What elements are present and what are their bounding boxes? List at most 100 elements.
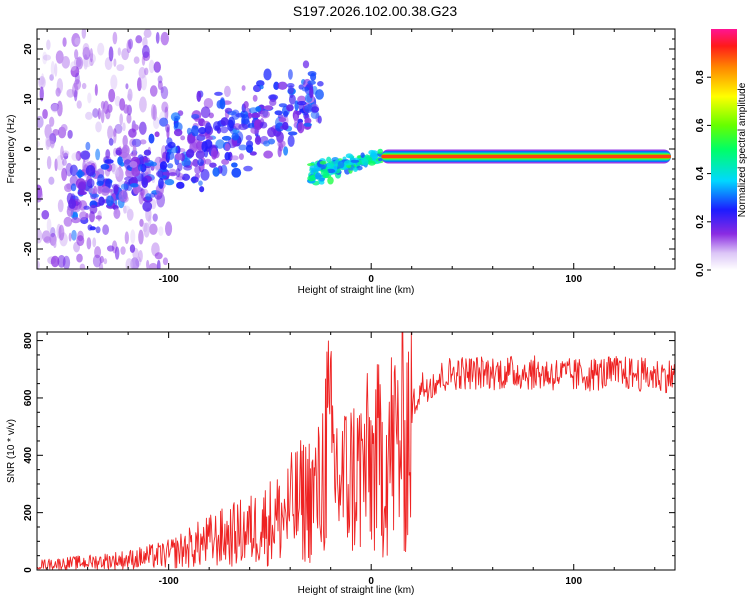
- spectral-blob: [145, 193, 152, 201]
- snr-y-axis: 0 200 400 600 800: [23, 332, 675, 573]
- spectral-blob: [61, 56, 70, 69]
- spectral-blob: [85, 164, 96, 177]
- spectral-blob: [318, 177, 325, 182]
- spectral-blob: [214, 91, 223, 96]
- spectral-blob: [309, 87, 314, 99]
- spectral-blob: [73, 79, 82, 91]
- spectral-blob: [50, 102, 60, 112]
- spectral-blob: [105, 149, 111, 159]
- spectral-blob: [98, 261, 104, 269]
- spectral-blob: [49, 116, 55, 127]
- spectral-blob: [176, 181, 185, 189]
- spectral-blob: [164, 221, 173, 237]
- spectral-blob: [277, 146, 282, 158]
- spectral-blob: [103, 258, 108, 265]
- spectral-blob: [89, 48, 94, 63]
- spectral-blob: [85, 111, 93, 120]
- spectral-blob: [45, 134, 51, 150]
- spectral-blob: [56, 223, 62, 239]
- spectral-blob: [310, 72, 317, 81]
- spectral-blob: [177, 162, 183, 172]
- spectral-blob: [77, 190, 87, 196]
- snr-x-axis: -100 0 100: [46, 332, 656, 587]
- spectral-blob: [124, 231, 129, 245]
- spectral-blob: [110, 74, 118, 90]
- spectral-blob: [148, 215, 152, 226]
- spectral-blob: [75, 56, 84, 70]
- spectral-blob: [82, 46, 91, 60]
- spectral-blob: [287, 131, 298, 136]
- spectral-blob: [119, 113, 124, 126]
- spectral-blob: [95, 148, 101, 161]
- spectral-blob: [221, 135, 232, 141]
- spectral-blob: [165, 123, 170, 133]
- spectral-blob: [215, 139, 225, 149]
- spectral-blob: [162, 257, 169, 266]
- spectral-blob: [64, 183, 73, 193]
- spectral-blob: [59, 232, 68, 247]
- spectral-blob: [113, 58, 117, 67]
- spectral-blob: [297, 122, 305, 134]
- spectral-blob: [75, 150, 82, 161]
- spectral-blob: [44, 124, 52, 139]
- spectral-blob: [142, 201, 153, 212]
- spectral-blob: [185, 149, 195, 158]
- spectral-blob: [82, 42, 90, 55]
- spectral-blob: [130, 183, 139, 188]
- snr-line: [36, 331, 676, 570]
- spectrogram-x-axis: -100 0 100: [46, 29, 656, 285]
- spectral-blob: [42, 54, 51, 61]
- spectral-blob: [63, 152, 69, 160]
- spectral-blob: [86, 237, 92, 250]
- spectral-blob: [219, 98, 226, 110]
- spectral-blob: [121, 144, 130, 157]
- y-tick-label: 200: [23, 504, 34, 521]
- spectral-blob: [126, 208, 134, 221]
- spectral-blob: [146, 259, 150, 269]
- spectral-blob: [293, 113, 298, 124]
- spectral-blob: [54, 63, 58, 77]
- spectral-blob: [117, 156, 123, 166]
- spectral-blob: [129, 161, 138, 168]
- spectral-blob: [43, 236, 52, 244]
- spectral-blob: [102, 224, 110, 236]
- spectral-blob: [377, 148, 384, 155]
- spectral-blob: [317, 115, 322, 124]
- spectral-blob: [307, 80, 316, 85]
- spectral-blob: [67, 129, 73, 139]
- spectral-blob: [317, 81, 324, 87]
- spectral-blob: [127, 88, 133, 102]
- spectrogram-x-label: Height of straight line (km): [298, 285, 415, 296]
- spectral-blob: [315, 89, 324, 100]
- spectral-blob: [71, 229, 77, 241]
- spectral-blob: [46, 156, 52, 170]
- spectral-blob: [61, 150, 70, 157]
- spectral-blob: [42, 108, 48, 120]
- spectral-blob: [311, 106, 320, 113]
- spectral-blob: [50, 255, 60, 268]
- spectral-blob: [286, 83, 295, 88]
- spectral-blob: [81, 29, 87, 39]
- spectral-blob: [42, 51, 48, 65]
- spectral-blob: [141, 177, 149, 188]
- spectral-blob: [86, 178, 95, 188]
- spectral-blob: [126, 113, 132, 124]
- spectral-blob: [39, 86, 44, 102]
- spectral-blob: [69, 175, 78, 186]
- x-tick-label: -100: [159, 576, 179, 587]
- spectral-blob: [50, 226, 56, 238]
- spectral-blob: [352, 167, 358, 173]
- spectral-blob: [89, 204, 98, 214]
- snr-y-label: SNR (10 * v/v): [6, 419, 17, 483]
- spectral-blob: [238, 144, 248, 151]
- spectral-blob: [95, 121, 102, 133]
- spectral-blob: [158, 177, 164, 189]
- spectral-blob: [154, 156, 161, 172]
- spectral-blob: [139, 218, 144, 227]
- spectral-blob: [55, 50, 64, 64]
- colorbar-tick-label: 0.0: [695, 263, 706, 277]
- spectral-blob: [94, 83, 98, 96]
- spectral-blob: [224, 143, 231, 152]
- spectral-blob: [303, 122, 312, 127]
